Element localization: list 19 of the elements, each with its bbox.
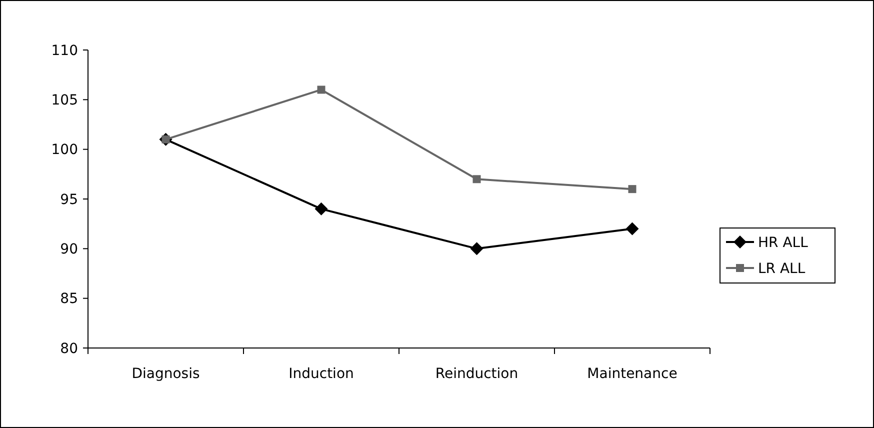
y-tick-label: 80 bbox=[60, 340, 78, 357]
y-tick-label: 105 bbox=[51, 92, 78, 109]
y-tick-label: 85 bbox=[60, 291, 78, 308]
y-tick-label: 100 bbox=[51, 142, 78, 158]
point bbox=[317, 86, 326, 94]
point bbox=[472, 175, 481, 184]
y-tick-label: 95 bbox=[60, 192, 78, 208]
x-tick-label: Diagnosis bbox=[132, 366, 200, 382]
point bbox=[314, 202, 328, 216]
x-tick-label: Reinduction bbox=[435, 366, 518, 382]
y-tick-label: 90 bbox=[60, 242, 78, 258]
legend-label: HR ALL bbox=[758, 234, 808, 251]
point bbox=[470, 242, 484, 256]
point bbox=[628, 185, 636, 194]
x-tick-label: Induction bbox=[288, 366, 354, 382]
point bbox=[626, 222, 639, 236]
x-tick-label: Maintenance bbox=[587, 366, 678, 382]
y-tick-label: 110 bbox=[51, 42, 78, 59]
legend-label: LR ALL bbox=[758, 260, 806, 277]
